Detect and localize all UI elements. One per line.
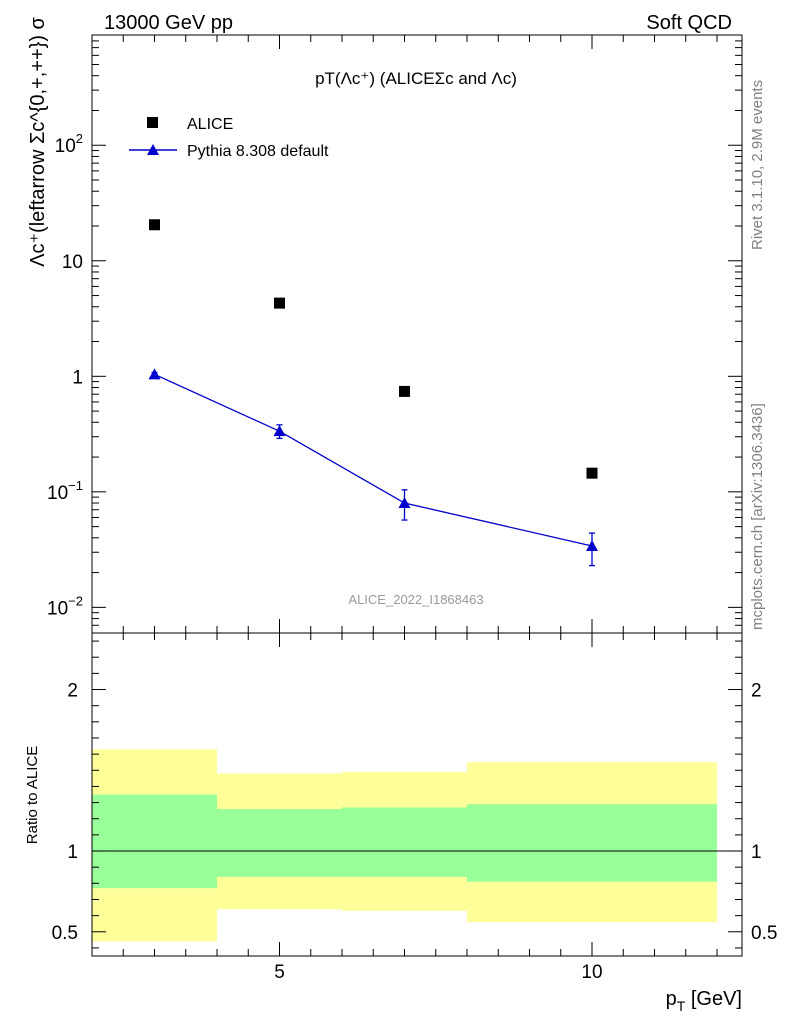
ratio-y-tick-label-right: 2 [751, 681, 762, 702]
x-tick-label: 10 [581, 962, 602, 983]
alice-point [274, 297, 285, 309]
rivet-label: Rivet 3.1.10, 2.9M events [749, 80, 766, 250]
main-panel: pT(Λc⁺) (ALICEΣc and Λc) ALICE_2022_I186… [27, 16, 743, 634]
legend-marker-pythia [147, 144, 159, 155]
ratio-y-tick-label-left: 2 [67, 681, 78, 702]
x-tick-label: 5 [274, 962, 285, 983]
ratio-y-tick-label-right: 1 [751, 842, 762, 863]
ratio-band-inner [342, 807, 467, 877]
y-tick-label: 10−1 [47, 478, 83, 504]
x-axis-label: pT [GeV] [666, 988, 742, 1014]
y-tick-label: 10 [62, 252, 83, 273]
legend-label-pythia: Pythia 8.308 default [187, 143, 329, 160]
header-right: Soft QCD [646, 12, 732, 34]
legend-label-alice: ALICE [187, 116, 233, 133]
y-tick-label: 1 [72, 367, 83, 388]
ratio-panel: 0.5 0.5 1 1 2 2 5 10 Ratio to ALICE pT [GeV] [24, 632, 777, 1014]
alice-point [149, 219, 160, 231]
pythia-line [154, 373, 593, 547]
y-axis-label: Λc⁺(leftarrow Σc^{0,+,++}) σ [27, 16, 49, 266]
ratio-y-tick-label-left: 1 [67, 842, 78, 863]
pythia-point [273, 425, 286, 437]
y-tick-label: 10−2 [47, 593, 83, 619]
pythia-point [148, 368, 161, 380]
ratio-y-label: Ratio to ALICE [24, 746, 41, 844]
ratio-band-inner [92, 794, 217, 889]
main-title: pT(Λc⁺) (ALICEΣc and Λc) [315, 69, 517, 88]
ratio-band-inner [467, 804, 717, 882]
ratio-y-tick-label-right: 0.5 [751, 923, 777, 944]
legend: ALICE Pythia 8.308 default [129, 116, 329, 160]
pythia-point [586, 539, 598, 551]
y-tick-label: 102 [55, 131, 83, 157]
mcplots-label: mcplots.cern.ch [arXiv:1306.3436] [749, 403, 766, 630]
header-left: 13000 GeV pp [104, 12, 233, 34]
pythia-point [398, 497, 411, 509]
ratio-frame [91, 632, 743, 957]
ratio-band-inner [217, 809, 342, 877]
legend-marker-alice [147, 117, 158, 128]
alice-point [586, 467, 598, 479]
watermark-label: ALICE_2022_I1868463 [348, 592, 483, 607]
alice-point [399, 385, 410, 397]
ratio-y-tick-label-left: 0.5 [52, 923, 78, 944]
